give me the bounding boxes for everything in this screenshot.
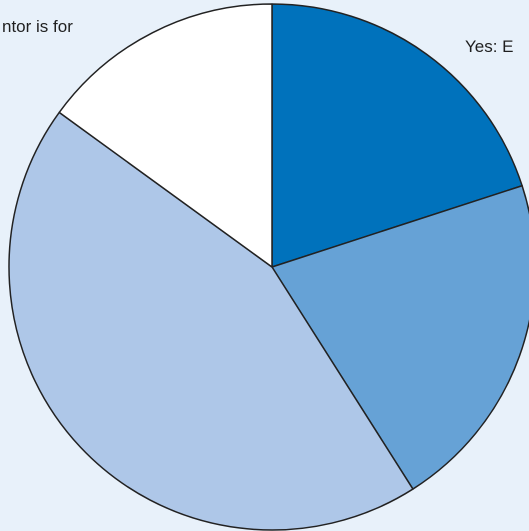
slice-label-right: Yes: E	[465, 37, 514, 56]
pie-slice-4	[58, 3, 273, 268]
pie-slice-1	[271, 3, 523, 268]
slice-label-left: ntor is for	[2, 17, 73, 36]
pie-slice-2	[271, 184, 529, 490]
pie-slice-3	[8, 111, 414, 531]
